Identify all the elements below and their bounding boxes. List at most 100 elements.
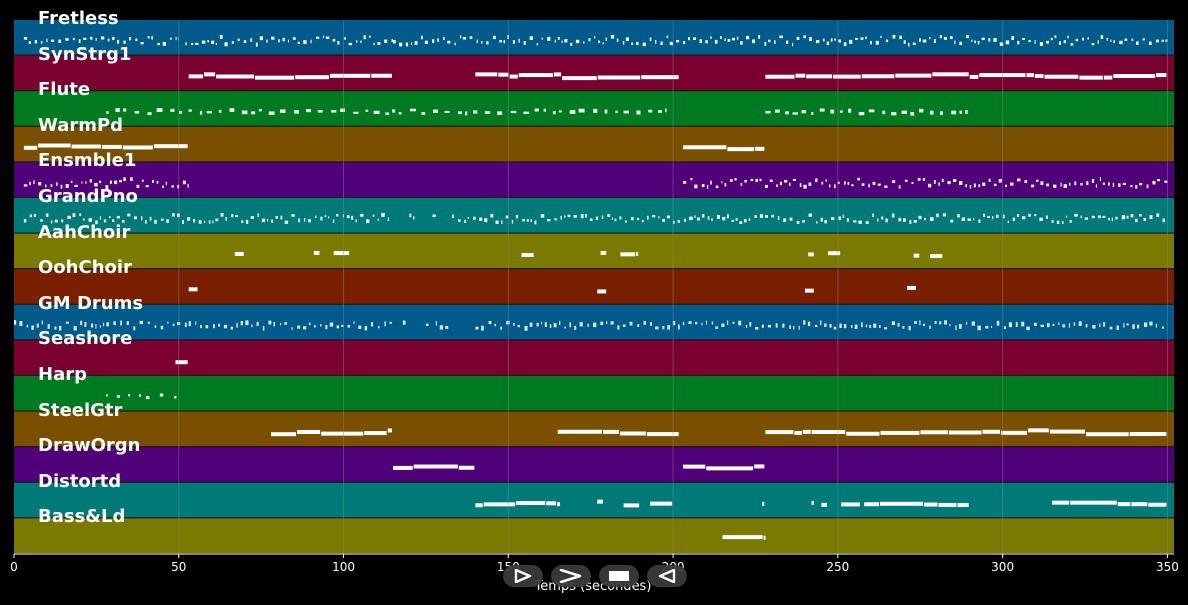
rewind-button[interactable] — [647, 565, 687, 587]
note-mark — [1113, 40, 1115, 44]
note-mark — [721, 181, 723, 184]
note-mark — [880, 35, 882, 39]
note-mark — [284, 220, 289, 224]
note-mark — [1102, 182, 1106, 185]
note-mark — [432, 214, 436, 217]
note-mark — [1007, 220, 1010, 223]
note-mark — [147, 321, 150, 324]
note-mark — [839, 323, 842, 328]
note-mark — [231, 214, 234, 218]
note-mark — [788, 182, 791, 186]
note-mark — [847, 182, 850, 185]
note-mark — [58, 39, 62, 43]
play-outline-button[interactable] — [503, 565, 543, 587]
note-mark — [993, 38, 997, 42]
note-mark — [981, 37, 985, 41]
note-mark — [974, 40, 976, 44]
note-mark — [298, 218, 300, 223]
note-mark — [392, 465, 413, 470]
note-mark — [410, 42, 413, 46]
note-mark — [46, 38, 48, 43]
note-mark — [1086, 181, 1089, 186]
note-mark — [308, 322, 311, 326]
note-mark — [138, 394, 141, 398]
note-mark — [779, 181, 783, 186]
note-mark — [410, 108, 417, 112]
note-mark — [36, 323, 39, 328]
note-mark — [637, 324, 640, 327]
note-mark — [127, 213, 131, 217]
note-mark — [694, 215, 696, 219]
note-mark — [1099, 323, 1101, 327]
note-mark — [611, 217, 613, 220]
note-mark — [983, 213, 985, 217]
note-mark — [891, 112, 897, 116]
note-mark — [140, 42, 144, 45]
note-mark — [716, 215, 720, 219]
note-mark — [328, 216, 330, 219]
note-mark — [123, 177, 126, 182]
note-mark — [159, 393, 164, 397]
note-mark — [646, 432, 679, 437]
next-button[interactable] — [551, 565, 591, 587]
note-mark — [919, 38, 921, 42]
note-mark — [635, 42, 639, 46]
note-mark — [672, 220, 675, 224]
note-mark — [215, 218, 219, 222]
note-mark — [516, 501, 546, 506]
note-mark — [371, 322, 374, 327]
note-mark — [1079, 75, 1103, 80]
track-notes — [23, 143, 765, 152]
note-mark — [918, 215, 922, 220]
note-mark — [606, 321, 608, 325]
note-mark — [689, 216, 693, 220]
note-mark — [1110, 39, 1112, 42]
note-mark — [623, 503, 640, 508]
note-mark — [206, 111, 212, 114]
note-mark — [511, 220, 514, 224]
note-mark — [1116, 325, 1119, 330]
note-mark — [291, 214, 295, 217]
note-mark — [149, 216, 152, 221]
note-mark — [123, 108, 127, 112]
note-mark — [166, 219, 169, 223]
note-mark — [402, 320, 406, 325]
note-mark — [490, 213, 494, 218]
note-mark — [740, 41, 743, 45]
note-mark — [815, 324, 818, 328]
note-mark — [782, 323, 785, 328]
note-mark — [384, 321, 386, 327]
note-mark — [850, 324, 853, 329]
note-mark — [462, 37, 467, 40]
note-mark — [1117, 502, 1131, 507]
note-mark — [719, 36, 722, 40]
note-mark — [1034, 74, 1044, 79]
note-mark — [523, 111, 530, 114]
track-band-gm-drums — [14, 304, 1174, 340]
note-mark — [798, 325, 800, 330]
note-mark — [631, 42, 634, 45]
note-mark — [505, 215, 509, 219]
note-mark — [785, 111, 789, 115]
note-mark — [333, 251, 350, 256]
note-mark — [421, 35, 423, 40]
note-mark — [153, 144, 188, 149]
note-mark — [503, 40, 506, 44]
note-mark — [824, 323, 827, 327]
note-mark — [1085, 432, 1129, 437]
note-mark — [414, 40, 418, 45]
note-mark — [706, 184, 709, 189]
note-mark — [534, 108, 539, 112]
note-mark — [536, 322, 539, 327]
note-mark — [147, 112, 152, 116]
stop-button[interactable] — [599, 565, 639, 587]
note-mark — [865, 36, 867, 40]
note-mark — [259, 36, 263, 41]
note-mark — [507, 35, 509, 39]
note-mark — [182, 180, 186, 185]
note-mark — [841, 502, 860, 507]
track-band-aahchoir — [14, 233, 1174, 269]
note-mark — [1098, 215, 1101, 219]
note-mark — [830, 38, 833, 42]
